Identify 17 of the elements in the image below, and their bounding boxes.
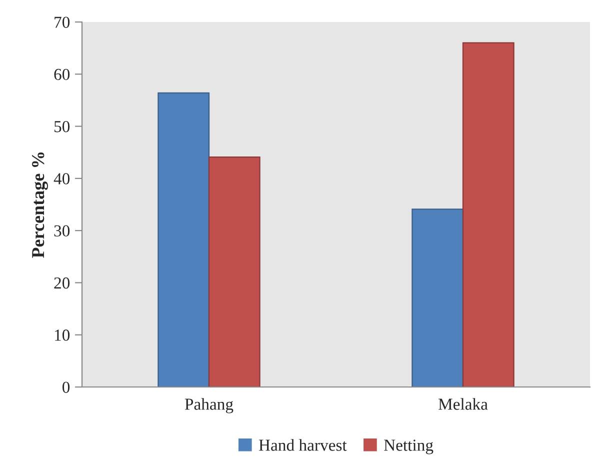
y-tick-label: 40	[54, 173, 70, 184]
legend-label: Hand harvest	[258, 439, 347, 451]
bar	[412, 208, 464, 387]
y-tick-label: 30	[54, 225, 70, 237]
y-tick-label: 10	[54, 330, 70, 341]
bar	[158, 92, 210, 387]
y-axis-title: Percentage %	[32, 152, 48, 258]
y-tick-label: 20	[54, 277, 70, 289]
y-tick-label: 60	[54, 68, 70, 80]
x-tick-label: Pahang	[184, 398, 234, 414]
x-tick-label: Melaka	[438, 398, 488, 410]
bar	[462, 42, 514, 387]
y-tick-label: 50	[54, 120, 70, 132]
y-tick-label: 70	[54, 16, 70, 28]
legend-label: Netting	[384, 440, 434, 454]
y-tick-label: 0	[62, 382, 70, 393]
bar	[208, 156, 260, 387]
